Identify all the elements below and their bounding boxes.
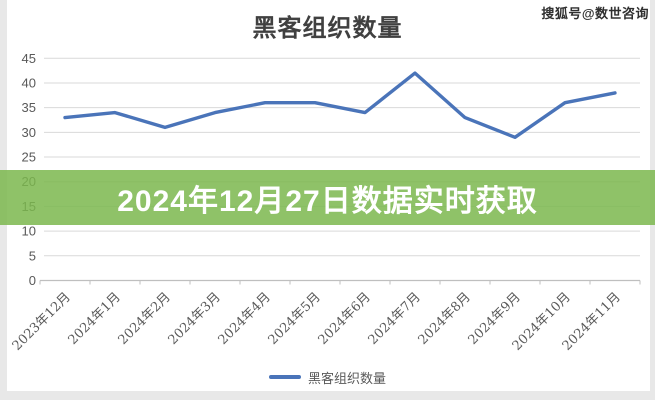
y-axis-tick-label: 45: [22, 51, 36, 66]
y-axis-tick-label: 5: [29, 248, 36, 263]
x-axis-tick-label: 2024年2月: [116, 290, 174, 348]
y-axis-tick-label: 10: [22, 224, 36, 239]
x-axis-tick-label: 2024年3月: [166, 290, 224, 348]
x-axis-tick-label: 2024年7月: [366, 290, 424, 348]
x-axis-tick-label: 2024年8月: [416, 290, 474, 348]
page-edge-bottom: [0, 391, 655, 400]
x-axis-tick-label: 2024年4月: [216, 290, 274, 348]
watermark-sohu-account: 搜狐号@数世咨询: [541, 6, 649, 21]
series-line: [63, 71, 617, 140]
y-axis-tick-label: 35: [22, 100, 36, 115]
y-axis-tick-label: 40: [22, 75, 36, 90]
x-axis-tick-label: 2023年12月: [10, 290, 74, 354]
date-banner-text: 2024年12月27日数据实时获取: [117, 184, 538, 218]
legend-line-swatch: [268, 375, 301, 379]
x-axis-tick-label: 2024年6月: [316, 290, 374, 348]
legend-label: 黑客组织数量: [307, 371, 386, 387]
y-axis-tick-label: 0: [29, 273, 36, 288]
y-axis-tick-label: 25: [22, 150, 36, 165]
y-axis-tick-label: 30: [22, 125, 36, 140]
chart-title: 黑客组织数量: [252, 13, 403, 42]
x-axis-tick-label: 2024年1月: [66, 290, 124, 348]
date-banner: 2024年12月27日数据实时获取: [0, 170, 655, 225]
chart-legend: 黑客组织数量: [0, 368, 655, 387]
x-axis-tick-label: 2024年5月: [266, 290, 324, 348]
